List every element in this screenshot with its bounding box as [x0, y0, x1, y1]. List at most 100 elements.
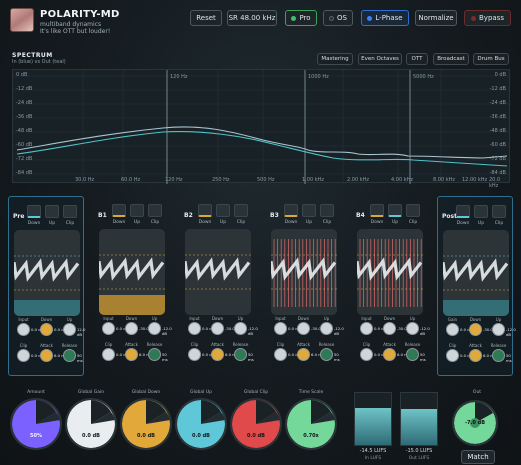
knob-attack[interactable] — [469, 349, 482, 362]
knob-value: 0.0 dB — [31, 353, 44, 358]
knob-value: -30.0 dB — [139, 326, 155, 331]
preset-ott[interactable]: OTT — [406, 53, 428, 65]
strip-toggle-clip[interactable] — [492, 205, 506, 218]
knob-input[interactable] — [102, 322, 115, 335]
strip-toggle-down[interactable] — [27, 205, 41, 218]
knob-release[interactable] — [148, 348, 161, 361]
global-knob-global-down[interactable]: 0.0 dB — [120, 398, 172, 450]
strip-toggle-clip[interactable] — [320, 204, 334, 217]
knob-clip[interactable] — [274, 348, 287, 361]
knob-input[interactable] — [274, 322, 287, 335]
knob-up[interactable] — [492, 323, 505, 336]
strip-toggle-up[interactable] — [45, 205, 59, 218]
strip-toggle-up[interactable] — [216, 204, 230, 217]
knob-release[interactable] — [320, 348, 333, 361]
freq-label-8: 8.00 kHz — [433, 177, 456, 183]
knob-label: Release — [146, 342, 163, 347]
strip-toggle-down[interactable] — [112, 204, 126, 217]
knob-up[interactable] — [234, 322, 247, 335]
global-knob-global-clip[interactable]: 0.0 dB — [230, 398, 282, 450]
knob-value: 0.0 dB — [460, 327, 473, 332]
strip-toggle-clip[interactable] — [406, 204, 420, 217]
knob-release[interactable] — [234, 348, 247, 361]
knob-down[interactable] — [469, 323, 482, 336]
strip-toggle-label: Down — [27, 221, 41, 226]
preset-even-octaves[interactable]: Even Octaves — [358, 53, 402, 65]
knob-clip[interactable] — [446, 349, 459, 362]
sample-rate-button[interactable]: SR 48.00 kHz — [227, 10, 277, 26]
knob-attack[interactable] — [40, 349, 53, 362]
reset-button[interactable]: Reset — [190, 10, 222, 26]
strip-toggle-up[interactable] — [302, 204, 316, 217]
strip-toggle-down[interactable] — [370, 204, 384, 217]
knob-value: 50 ms — [162, 352, 168, 362]
knob-clip[interactable] — [360, 348, 373, 361]
strip-toggle-up[interactable] — [474, 205, 488, 218]
knob-clip[interactable] — [102, 348, 115, 361]
knob-down[interactable] — [125, 322, 138, 335]
knob-label: Release — [318, 342, 335, 347]
global-knob-time-scale[interactable]: 0.70x — [285, 398, 337, 450]
knob-clip[interactable] — [17, 349, 30, 362]
knob-attack[interactable] — [383, 348, 396, 361]
knob-down[interactable] — [297, 322, 310, 335]
knob-input[interactable] — [188, 322, 201, 335]
pro-toggle[interactable]: Pro — [285, 10, 317, 26]
knob-value: 0.0 dB — [202, 352, 215, 357]
strip-toggle-label: Down — [198, 220, 212, 225]
knob-value: 50 ms — [77, 353, 83, 363]
knob-release[interactable] — [406, 348, 419, 361]
db-label-right-7: -84 dB — [489, 170, 506, 176]
strip-toggle-label: Clip — [150, 220, 160, 225]
knob-label: Attack — [211, 342, 224, 347]
strip-toggle-up[interactable] — [388, 204, 402, 217]
strip-toggle-up[interactable] — [130, 204, 144, 217]
knob-attack[interactable] — [125, 348, 138, 361]
strip-toggle-clip[interactable] — [148, 204, 162, 217]
lphase-toggle[interactable]: L-Phase — [361, 10, 409, 26]
strip-toggle-label: Up — [133, 220, 141, 225]
knob-down[interactable] — [40, 323, 53, 336]
preset-drum-bus[interactable]: Drum Bus — [473, 53, 509, 65]
knob-down[interactable] — [211, 322, 224, 335]
os-toggle[interactable]: OS — [323, 10, 353, 26]
knob-input[interactable] — [360, 322, 373, 335]
strip-toggle-down[interactable] — [284, 204, 298, 217]
knob-release[interactable] — [492, 349, 505, 362]
knob-up[interactable] — [148, 322, 161, 335]
knob-clip[interactable] — [188, 348, 201, 361]
normalize-button[interactable]: Normalize — [415, 10, 457, 26]
knob-up[interactable] — [406, 322, 419, 335]
strip-toggle-down[interactable] — [456, 205, 470, 218]
strip-toggle-label: Up — [391, 220, 399, 225]
preset-mastering[interactable]: Mastering — [317, 53, 353, 65]
knob-attack[interactable] — [211, 348, 224, 361]
knob-gain[interactable] — [446, 323, 459, 336]
db-label-right-0: 0 dB — [494, 72, 506, 78]
knob-up[interactable] — [320, 322, 333, 335]
global-knob-global-up[interactable]: 0.0 dB — [175, 398, 227, 450]
match-button[interactable]: Match — [461, 450, 495, 464]
global-knob-dial — [12, 400, 60, 448]
bypass-label: Bypass — [479, 14, 504, 22]
in-lufs-value: -14.5 LUFS — [359, 448, 387, 454]
knob-up[interactable] — [63, 323, 76, 336]
strip-toggle-label: Clip — [236, 220, 246, 225]
global-knob-global-gain[interactable]: 0.0 dB — [65, 398, 117, 450]
global-knob-value: 0.0 dB — [82, 433, 100, 439]
knob-release[interactable] — [63, 349, 76, 362]
strip-toggle-clip[interactable] — [234, 204, 248, 217]
spectrum-analyzer[interactable]: 0 dB -12 dB -24 dB -36 dB -48 dB -60 dB … — [12, 69, 511, 189]
knob-value: 50 ms — [506, 353, 512, 363]
preset-broadcast[interactable]: Broadcast — [433, 53, 469, 65]
strip-toggle-clip[interactable] — [63, 205, 77, 218]
strip-toggle-down[interactable] — [198, 204, 212, 217]
knob-attack[interactable] — [297, 348, 310, 361]
out-knob[interactable]: -7.0 dB — [452, 400, 498, 446]
knob-input[interactable] — [17, 323, 30, 336]
db-label-right-5: -60 dB — [489, 142, 506, 148]
bypass-toggle[interactable]: Bypass — [464, 10, 511, 26]
knob-down[interactable] — [383, 322, 396, 335]
global-knob-amount[interactable]: 50% — [10, 398, 62, 450]
